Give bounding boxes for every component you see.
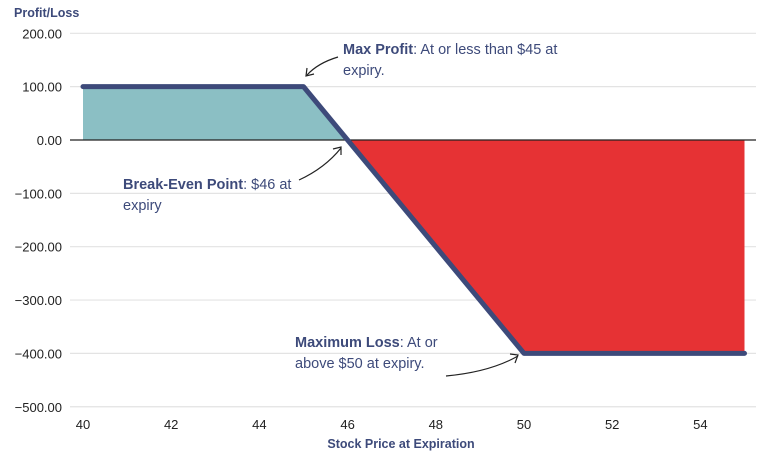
annotation-max-profit-title: Max Profit	[343, 42, 414, 58]
arrow-break-even	[298, 147, 342, 181]
y-tick-label: 0.00	[37, 133, 62, 148]
x-axis-label: Stock Price at Expiration	[327, 437, 475, 451]
y-tick-label: −400.00	[15, 346, 62, 361]
arrow-max-profit	[306, 56, 339, 76]
x-tick-label: 46	[340, 417, 354, 432]
y-axis-label: Profit/Loss	[14, 6, 80, 20]
annotation-max-loss: Maximum Loss: At or above $50 at expiry.	[295, 333, 455, 375]
annotation-max-loss-title: Maximum Loss	[295, 335, 400, 351]
annotation-max-profit-text: : At or less than $45 at expiry.	[343, 42, 558, 79]
annotation-break-even-title: Break-Even Point	[123, 177, 244, 193]
x-tick-label: 50	[517, 417, 531, 432]
x-tick-label: 44	[252, 417, 266, 432]
profit-area	[83, 86, 348, 140]
annotation-break-even-text: : $46 at expiry	[123, 177, 292, 214]
x-tick-label: 54	[693, 417, 707, 432]
y-tick-label: −300.00	[15, 293, 62, 308]
arrow-max-profit-head	[305, 67, 315, 77]
arrow-max-loss	[445, 355, 519, 377]
y-tick-label: −500.00	[15, 400, 62, 415]
arrow-break-even-head	[332, 146, 342, 155]
x-tick-label: 40	[76, 417, 90, 432]
loss-area	[347, 140, 745, 354]
y-tick-label: 100.00	[22, 80, 62, 95]
annotation-max-profit: Max Profit: At or less than $45 at expir…	[343, 40, 558, 82]
x-tick-label: 48	[429, 417, 443, 432]
y-tick-label: 200.00	[22, 26, 62, 41]
arrow-max-loss-head	[509, 353, 519, 364]
x-tick-label: 42	[164, 417, 178, 432]
y-tick-label: −100.00	[15, 186, 62, 201]
annotation-max-loss-text: : At or above $50 at expiry.	[295, 335, 438, 372]
y-tick-label: −200.00	[15, 240, 62, 255]
x-tick-label: 52	[605, 417, 619, 432]
annotation-break-even: Break-Even Point: $46 at expiry	[123, 175, 303, 217]
